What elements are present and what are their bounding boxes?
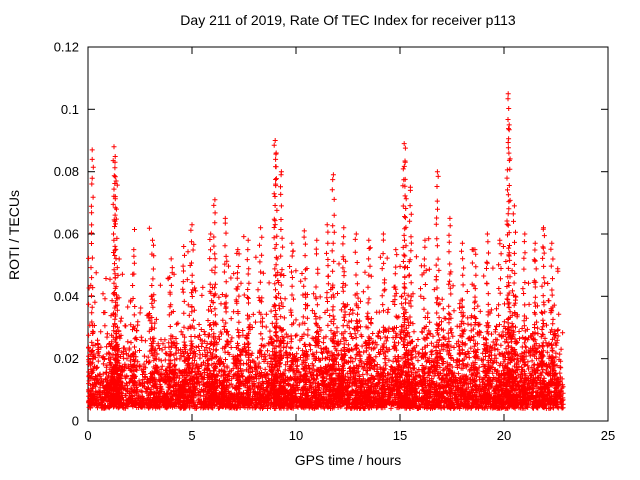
svg-text:0.02: 0.02 xyxy=(54,351,79,366)
chart-title: Day 211 of 2019, Rate Of TEC Index for r… xyxy=(180,12,516,28)
svg-text:10: 10 xyxy=(289,428,303,443)
svg-text:20: 20 xyxy=(497,428,511,443)
svg-text:0.08: 0.08 xyxy=(54,164,79,179)
plot-border-and-ticks xyxy=(87,46,609,422)
svg-text:15: 15 xyxy=(393,428,407,443)
tick-labels: 0 5 10 15 20 25 0 0.02 0.04 0.06 0.08 0.1 0.12 xyxy=(54,40,616,444)
svg-text:0.12: 0.12 xyxy=(54,40,79,55)
svg-text:0.06: 0.06 xyxy=(54,227,79,242)
svg-text:0: 0 xyxy=(84,428,91,443)
svg-text:0.1: 0.1 xyxy=(61,102,79,117)
svg-text:25: 25 xyxy=(601,428,615,443)
svg-text:0.04: 0.04 xyxy=(54,289,79,304)
svg-text:0: 0 xyxy=(72,414,79,429)
x-axis-label: GPS time / hours xyxy=(294,452,402,468)
svg-text:5: 5 xyxy=(188,428,195,443)
data-points xyxy=(86,91,566,411)
